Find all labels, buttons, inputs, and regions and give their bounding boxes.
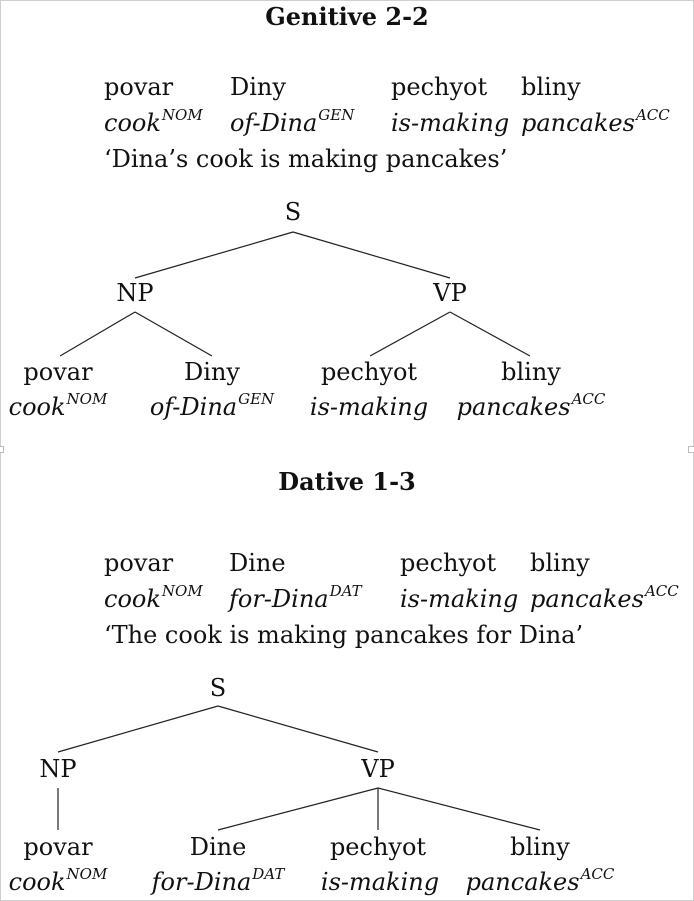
translation: ‘The cook is making pancakes for Dina’ [104,621,584,649]
tree-leaf-gloss: pancakesACC [465,865,615,896]
edge-s-np-dat [57,705,219,753]
tree-leaf-gloss: for-DinaDAT [151,865,285,896]
tree-leaf-word: Dine [189,833,247,861]
gloss-word: bliny [521,73,581,101]
section-title-dative: Dative 1-3 [278,467,416,496]
edge-s-vp [292,231,451,279]
tree-leaf-word: povar [23,358,93,386]
gloss-english: pancakesACC [530,582,679,613]
gloss-english: pancakesACC [521,106,670,137]
page-break-marker-right [688,446,694,453]
tree-leaf-word: pechyot [320,358,418,386]
tree-leaf-word: bliny [501,358,561,386]
tree-leaf-gloss: of-DinaGEN [149,390,275,421]
edge-vp-bliny-dat [377,787,541,831]
page-break-marker-left [0,446,4,453]
case-label: DAT [329,582,362,600]
gloss-english: is-making [400,585,519,613]
gloss-word: Diny [230,73,286,101]
gloss-english: of-DinaGEN [230,106,355,137]
case-label: NOM [66,865,108,883]
tree-node-np: NP [39,755,77,783]
gloss-word: pechyot [391,73,488,101]
case-label: GEN [318,106,355,124]
tree-leaf-gloss: pancakesACC [456,390,606,421]
gloss-word: pechyot [400,549,497,577]
case-label: ACC [571,390,606,408]
edge-s-np [134,231,294,279]
edge-np-povar [59,311,136,357]
tree-leaf-word: pechyot [329,833,427,861]
tree-node-vp: VP [433,279,467,307]
edge-vp-pechyot [369,311,451,357]
case-label: NOM [161,106,203,124]
case-label: GEN [238,390,275,408]
case-label: NOM [161,582,203,600]
gloss-word: povar [104,73,174,101]
case-label: ACC [644,582,679,600]
case-label: NOM [66,390,108,408]
tree-leaf-gloss: cookNOM [8,390,108,421]
case-label: ACC [580,865,615,883]
tree-node-np: NP [116,279,154,307]
tree-node-s: S [209,674,227,702]
gloss-english: is-making [391,109,510,137]
section-title-genitive: Genitive 2-2 [265,2,429,31]
tree-leaf-gloss: is-making [309,393,429,421]
case-label: DAT [252,865,285,883]
gloss-word: bliny [530,549,590,577]
tree-leaf-word: Diny [184,358,240,386]
gloss-word: Dine [229,549,286,577]
gloss-english: cookNOM [104,106,203,137]
tree-node-vp: VP [361,755,395,783]
edge-vp-dine [217,787,379,831]
tree-leaf-gloss: cookNOM [8,865,108,896]
case-label: ACC [635,106,670,124]
edge-s-vp-dat [217,705,379,753]
tree-leaf-gloss: is-making [320,868,440,896]
gloss-english: for-DinaDAT [229,582,362,613]
tree-node-s: S [284,198,302,226]
gloss-english: cookNOM [104,582,203,613]
tree-leaf-word: bliny [510,833,570,861]
gloss-word: povar [104,549,174,577]
edge-vp-bliny [449,311,531,357]
translation: ‘Dina’s cook is making pancakes’ [104,145,508,173]
edge-np-diny [134,311,213,357]
tree-leaf-word: povar [23,833,93,861]
